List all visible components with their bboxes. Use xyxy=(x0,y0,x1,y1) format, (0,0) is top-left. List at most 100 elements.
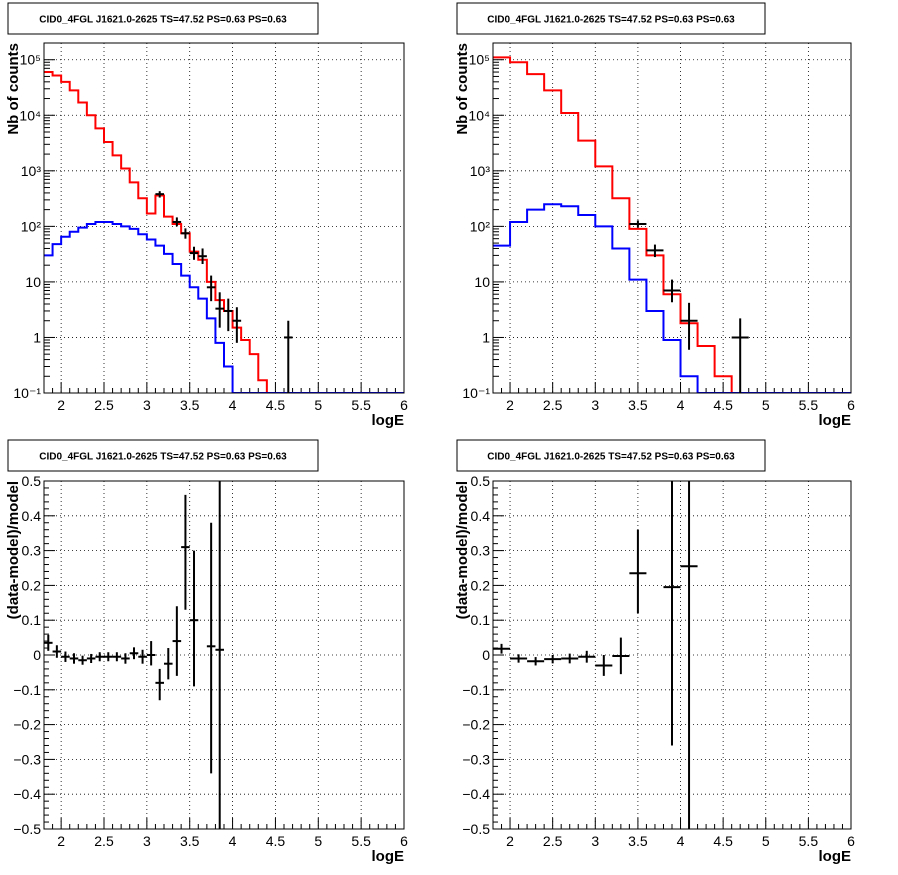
y-tick-label: −0.5 xyxy=(13,821,41,837)
y-tick-label: 0.2 xyxy=(471,577,491,593)
y-tick-label: −0.3 xyxy=(462,751,490,767)
chart-panel-2: CID0_4FGL J1621.0-2625 TS=47.52 PS=0.63 … xyxy=(454,2,855,429)
plot-frame xyxy=(492,42,852,394)
data-point xyxy=(612,637,630,675)
y-tick-label: 1 xyxy=(33,329,41,345)
y-tick-label: 10⁴ xyxy=(19,107,41,123)
x-tick-label: 2.5 xyxy=(94,397,114,413)
data-point xyxy=(493,643,511,654)
y-tick-label: 0.3 xyxy=(22,543,42,559)
y-tick-label: 0 xyxy=(482,647,490,663)
plot-area xyxy=(44,481,224,829)
data-point xyxy=(69,653,79,664)
x-axis-label: logE xyxy=(819,412,852,429)
data-point xyxy=(284,320,293,393)
y-axis-label: (data-model)/model xyxy=(454,481,471,619)
y-tick-label: −0.1 xyxy=(13,682,41,698)
x-tick-label: 3.5 xyxy=(628,833,648,849)
x-tick-label: 2 xyxy=(57,833,65,849)
data-point xyxy=(215,292,224,328)
data-point xyxy=(527,657,545,666)
x-tick-label: 2 xyxy=(506,397,514,413)
x-tick-label: 4.5 xyxy=(266,397,286,413)
data-point xyxy=(155,191,164,198)
histogram-series-1 xyxy=(44,71,404,393)
y-axis-label: Nb of counts xyxy=(454,43,471,135)
x-tick-label: 5 xyxy=(762,833,770,849)
x-axis-label: logE xyxy=(819,848,852,865)
y-tick-label: 10⁻¹ xyxy=(462,385,490,401)
histogram-series-2 xyxy=(493,203,851,393)
data-point xyxy=(561,653,579,664)
y-axis-label: (data-model)/model xyxy=(5,481,22,619)
x-tick-label: 5 xyxy=(314,397,322,413)
data-point xyxy=(680,481,698,829)
data-point xyxy=(232,307,242,343)
x-tick-label: 4.5 xyxy=(713,833,733,849)
y-tick-label: 0.5 xyxy=(22,473,42,489)
plot-frame xyxy=(43,42,405,394)
data-point xyxy=(164,648,173,680)
y-tick-label: 10⁻¹ xyxy=(13,385,41,401)
y-tick-label: 10³ xyxy=(470,163,491,179)
data-point xyxy=(198,248,207,265)
x-tick-label: 6 xyxy=(400,833,408,849)
data-point xyxy=(155,668,164,701)
data-point xyxy=(206,275,216,302)
y-tick-label: −0.2 xyxy=(462,717,490,733)
data-point xyxy=(146,641,156,666)
x-tick-label: 5.5 xyxy=(799,397,819,413)
plot-frame xyxy=(492,480,852,830)
x-tick-label: 3 xyxy=(143,833,151,849)
data-point xyxy=(44,634,53,651)
x-tick-label: 4 xyxy=(677,833,685,849)
y-tick-label: 0.1 xyxy=(471,612,491,628)
data-point xyxy=(595,655,613,676)
x-tick-label: 5.5 xyxy=(351,833,371,849)
y-tick-label: −0.1 xyxy=(462,682,490,698)
y-tick-label: −0.3 xyxy=(13,751,41,767)
y-tick-label: 0.4 xyxy=(471,508,491,524)
title-box xyxy=(456,439,766,472)
y-tick-label: 0.1 xyxy=(22,612,42,628)
y-tick-label: 0.3 xyxy=(471,543,491,559)
histogram-series-2 xyxy=(44,220,404,393)
y-axis-label: Nb of counts xyxy=(5,43,22,135)
x-tick-label: 2.5 xyxy=(543,397,563,413)
chart-panel-3: CID0_4FGL J1621.0-2625 TS=47.52 PS=0.63 … xyxy=(5,439,408,865)
x-tick-label: 2 xyxy=(506,833,514,849)
y-tick-label: 0.2 xyxy=(22,577,42,593)
x-tick-label: 4.5 xyxy=(713,397,733,413)
plot-area xyxy=(44,71,404,393)
data-point xyxy=(224,298,233,332)
chart-title: CID0_4FGL J1621.0-2625 TS=47.52 PS=0.63 … xyxy=(487,15,735,26)
data-point xyxy=(172,606,182,676)
chart-panel-1: CID0_4FGL J1621.0-2625 TS=47.52 PS=0.63 … xyxy=(5,2,408,429)
data-point xyxy=(544,655,562,664)
x-tick-label: 5.5 xyxy=(351,397,371,413)
x-tick-label: 3 xyxy=(591,397,599,413)
x-tick-label: 5.5 xyxy=(799,833,819,849)
data-point xyxy=(215,481,224,829)
y-tick-label: 10 xyxy=(474,274,490,290)
data-point xyxy=(510,654,528,663)
x-tick-label: 6 xyxy=(400,397,408,413)
title-box xyxy=(7,439,319,472)
data-point xyxy=(112,652,122,662)
data-point xyxy=(181,228,190,239)
chart-title: CID0_4FGL J1621.0-2625 TS=47.52 PS=0.63 … xyxy=(487,452,735,463)
data-point xyxy=(86,653,96,664)
data-point xyxy=(104,652,113,662)
data-point xyxy=(189,550,199,687)
chart-panel-4: CID0_4FGL J1621.0-2625 TS=47.52 PS=0.63 … xyxy=(454,439,855,865)
x-tick-label: 2 xyxy=(57,397,65,413)
x-tick-label: 4.5 xyxy=(266,833,286,849)
plot-frame xyxy=(43,480,405,830)
data-point xyxy=(138,649,147,664)
y-tick-label: 10⁵ xyxy=(469,52,490,68)
data-point xyxy=(663,481,681,746)
y-tick-label: −0.5 xyxy=(462,821,490,837)
data-point xyxy=(578,650,596,663)
x-tick-label: 4 xyxy=(229,833,237,849)
